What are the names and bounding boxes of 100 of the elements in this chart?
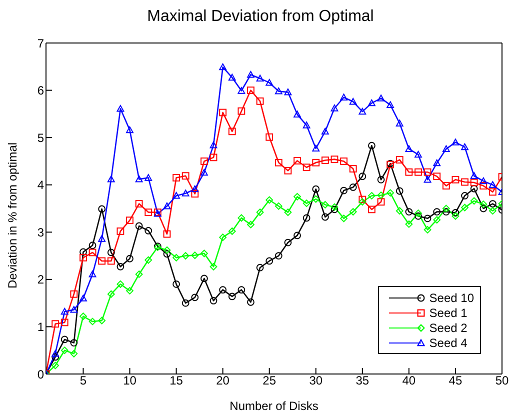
point <box>182 299 190 307</box>
legend-label: Seed 10 <box>429 290 474 304</box>
point <box>330 156 338 164</box>
point <box>228 292 236 300</box>
point <box>210 297 218 304</box>
point <box>191 294 199 302</box>
point <box>414 168 422 176</box>
x-tick-label: 30 <box>309 374 323 388</box>
point <box>126 254 134 262</box>
point <box>330 206 338 214</box>
point <box>80 248 87 256</box>
x-tick-label: 35 <box>356 374 370 388</box>
point <box>60 308 68 315</box>
point <box>470 178 478 186</box>
point <box>98 257 106 265</box>
point <box>386 101 394 108</box>
point <box>340 214 348 222</box>
point <box>461 178 468 186</box>
point <box>405 145 413 152</box>
point <box>163 202 171 210</box>
point <box>414 212 422 220</box>
point <box>349 208 357 216</box>
point <box>396 156 404 164</box>
point <box>172 174 180 182</box>
point <box>312 195 320 203</box>
point <box>191 190 199 198</box>
point <box>247 86 254 94</box>
point <box>480 182 488 190</box>
point <box>294 157 301 164</box>
point <box>266 196 274 204</box>
point <box>135 270 143 278</box>
point <box>340 158 348 165</box>
point <box>52 350 60 357</box>
point <box>163 230 171 238</box>
point <box>116 227 124 235</box>
point <box>163 250 171 258</box>
point <box>414 210 422 217</box>
legend-label: Seed 4 <box>429 336 468 350</box>
point <box>116 280 124 288</box>
y-tick-label: 4 <box>37 178 44 192</box>
point <box>433 172 441 180</box>
point <box>358 172 366 180</box>
point <box>302 200 310 207</box>
point <box>228 74 236 81</box>
x-tick-label: 15 <box>170 374 184 388</box>
point <box>480 177 488 184</box>
point <box>461 204 468 212</box>
point <box>144 208 152 216</box>
point <box>266 79 274 86</box>
point <box>80 312 87 320</box>
point <box>266 257 274 265</box>
point <box>312 185 320 193</box>
point <box>340 186 348 194</box>
legend-label: Seed 2 <box>429 320 468 334</box>
point <box>405 208 413 216</box>
point <box>210 154 218 162</box>
point <box>284 238 292 246</box>
point <box>60 346 68 354</box>
point <box>219 286 227 294</box>
point <box>88 242 96 250</box>
point <box>70 350 78 358</box>
x-tick-label: 40 <box>402 374 416 388</box>
point <box>163 246 171 254</box>
point <box>200 168 208 176</box>
point <box>340 94 348 100</box>
point <box>368 142 376 150</box>
point <box>238 107 246 115</box>
point <box>256 74 264 82</box>
point <box>312 158 320 166</box>
point <box>172 254 180 262</box>
point <box>247 70 254 78</box>
point <box>424 226 432 234</box>
point <box>294 232 301 240</box>
point <box>172 280 180 288</box>
point <box>247 220 254 228</box>
point <box>321 201 329 208</box>
point <box>126 287 134 294</box>
point <box>452 138 460 146</box>
point <box>274 88 282 94</box>
point <box>60 318 68 326</box>
point <box>107 175 115 182</box>
point <box>330 203 338 211</box>
point <box>116 262 124 270</box>
x-tick-label: 50 <box>495 374 509 388</box>
chart-title: Maximal Deviation from Optimal <box>146 8 375 26</box>
point <box>480 200 488 208</box>
legend-label: Seed 1 <box>429 306 468 320</box>
point <box>191 185 199 192</box>
point <box>461 192 468 200</box>
point <box>144 256 152 264</box>
point <box>126 216 134 224</box>
point <box>405 220 413 228</box>
point <box>321 128 329 134</box>
point <box>386 189 394 197</box>
point <box>182 172 190 180</box>
point <box>98 316 106 324</box>
point <box>452 176 460 184</box>
point <box>480 204 488 212</box>
point <box>349 184 357 191</box>
point <box>433 159 441 166</box>
